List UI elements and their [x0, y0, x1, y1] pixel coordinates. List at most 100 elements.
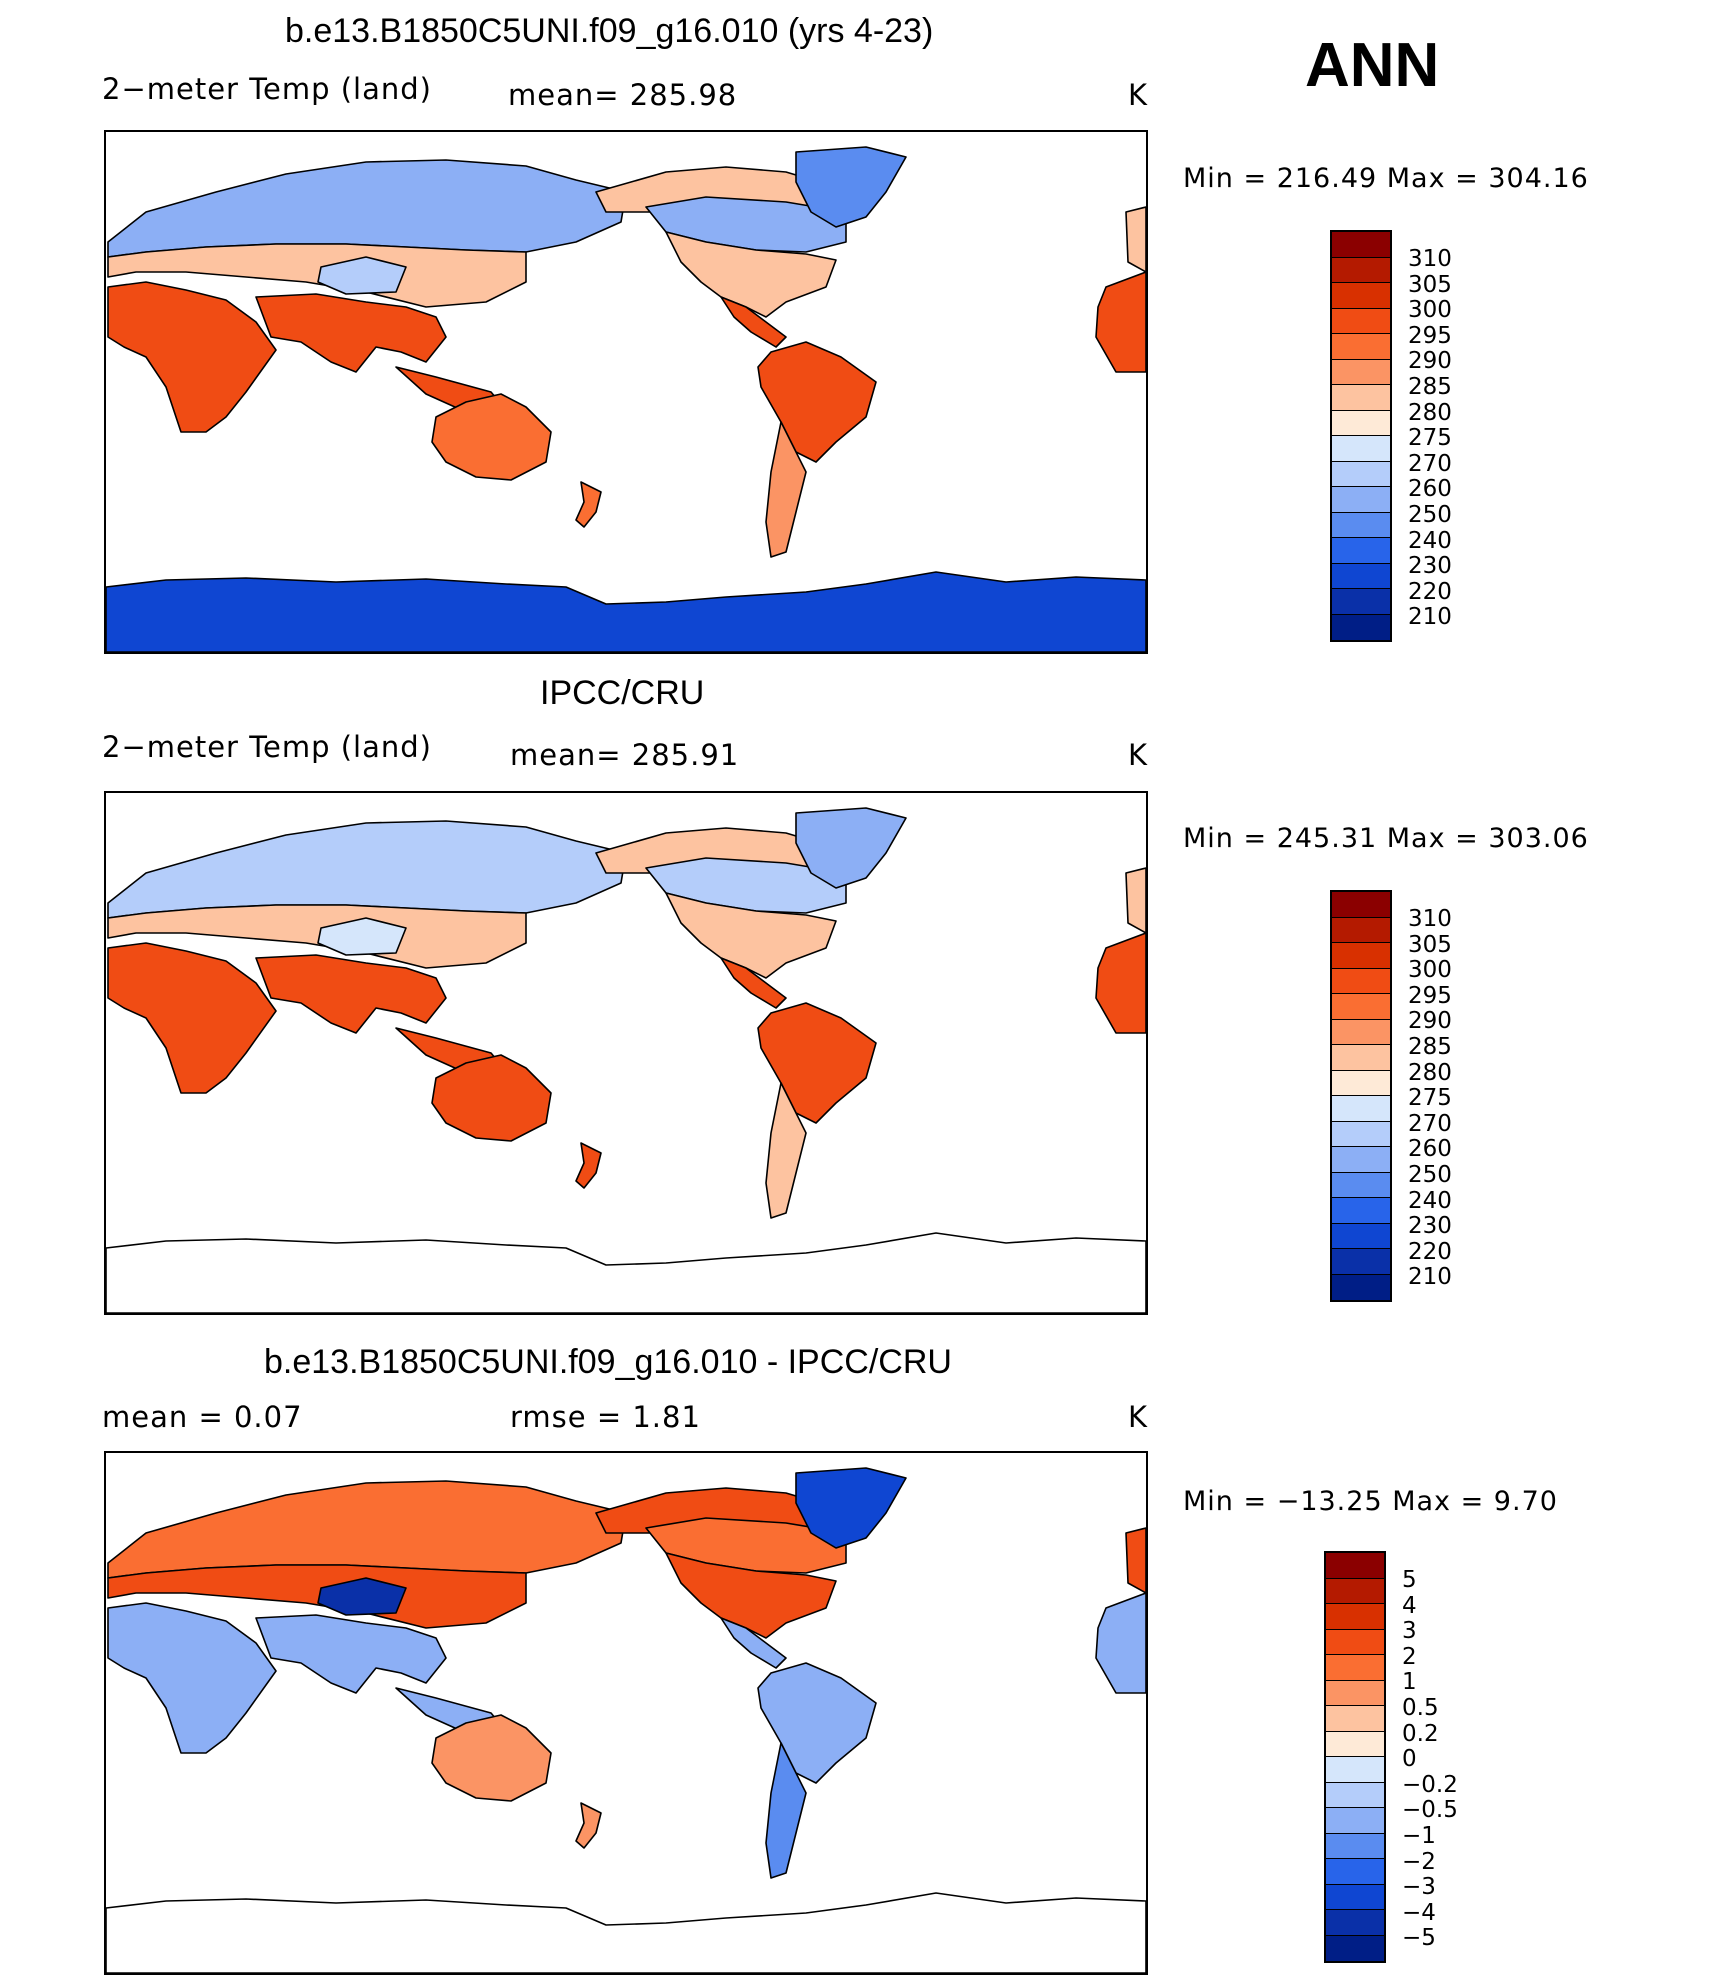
land-region-tropics — [720, 296, 787, 348]
land-region-tropics — [1095, 932, 1146, 1034]
panel-1-variable-label: 2−meter Temp (land) — [102, 72, 432, 106]
colorbar-tick-label: 2 — [1402, 1643, 1417, 1670]
world-map — [106, 807, 1146, 1313]
land-region-australia — [431, 393, 552, 481]
panel-3-min-max: Min = −13.25 Max = 9.70 — [1183, 1486, 1558, 1517]
colorbar-tick-label: −2 — [1402, 1848, 1436, 1875]
panel-3-rmse-label: rmse = 1.81 — [510, 1400, 701, 1434]
colorbar-box — [1326, 1833, 1384, 1859]
colorbar-box — [1332, 1274, 1390, 1300]
land-region-south_america_south — [765, 1742, 807, 1879]
land-region-australia — [575, 1802, 602, 1849]
land-region-australia — [575, 481, 602, 528]
colorbar-box — [1326, 1578, 1384, 1604]
land-region-temperate — [107, 904, 527, 969]
land-region-north — [107, 820, 627, 919]
panel-1-min-max: Min = 216.49 Max = 304.16 — [1183, 163, 1589, 194]
colorbar-box — [1332, 512, 1390, 538]
land-region-antarctica — [106, 1232, 1146, 1313]
colorbar-box — [1332, 1223, 1390, 1249]
land-region-temperate — [1125, 206, 1146, 273]
colorbar-tick-label: 3 — [1402, 1618, 1417, 1645]
panel-1-units: K — [1128, 78, 1149, 112]
colorbar-tick-label: 305 — [1408, 931, 1452, 958]
colorbar-box — [1332, 461, 1390, 487]
land-region-tropics — [720, 957, 787, 1009]
land-region-antarctica — [106, 571, 1146, 652]
colorbar-tick-label: 275 — [1408, 1085, 1452, 1112]
colorbar-box — [1326, 1604, 1384, 1630]
colorbar-box — [1326, 1553, 1384, 1579]
colorbar-tick-label: −0.2 — [1402, 1771, 1458, 1798]
colorbar-tick-label: 250 — [1408, 502, 1452, 528]
colorbar-box — [1332, 538, 1390, 564]
colorbar-tick-label: 0.5 — [1402, 1695, 1439, 1721]
colorbar-tick-label: 240 — [1408, 1187, 1452, 1214]
colorbar-box — [1332, 1070, 1390, 1096]
panel-1-colorbar — [1330, 230, 1392, 642]
colorbar-box — [1332, 1045, 1390, 1071]
colorbar-tick-label: 290 — [1408, 348, 1452, 375]
colorbar-box — [1332, 614, 1390, 640]
panel-3-units: K — [1128, 1400, 1149, 1434]
panel-1-mean-label: mean= 285.98 — [508, 78, 738, 112]
colorbar-tick-label: 230 — [1408, 553, 1452, 580]
colorbar-box — [1326, 1859, 1384, 1885]
land-region-tropics — [107, 942, 277, 1094]
colorbar-tick-label: 5 — [1402, 1567, 1417, 1593]
land-region-australia — [575, 1142, 602, 1189]
colorbar-tick-label: −3 — [1402, 1874, 1436, 1901]
colorbar-box — [1332, 1172, 1390, 1198]
land-region-tropics — [1095, 271, 1146, 373]
colorbar-tick-label: 0 — [1402, 1746, 1417, 1773]
colorbar-box — [1332, 1121, 1390, 1147]
colorbar-box — [1332, 1147, 1390, 1173]
colorbar-box — [1332, 385, 1390, 411]
colorbar-tick-label: −0.5 — [1402, 1797, 1458, 1824]
colorbar-box — [1332, 1096, 1390, 1122]
colorbar-box — [1326, 1629, 1384, 1655]
land-region-temperate — [107, 1564, 527, 1629]
panel-2-min-max: Min = 245.31 Max = 303.06 — [1183, 823, 1589, 854]
colorbar-box — [1332, 334, 1390, 360]
colorbar-tick-label: 230 — [1408, 1213, 1452, 1240]
colorbar-tick-label: 295 — [1408, 982, 1452, 1009]
colorbar-box — [1326, 1935, 1384, 1961]
colorbar-tick-label: 210 — [1408, 604, 1452, 631]
colorbar-box — [1332, 994, 1390, 1020]
panel-2-map — [104, 791, 1148, 1315]
land-region-tropics — [255, 1614, 447, 1694]
colorbar-box — [1332, 968, 1390, 994]
colorbar-tick-label: 290 — [1408, 1008, 1452, 1035]
land-region-greenland — [795, 807, 907, 889]
land-region-temperate — [665, 892, 837, 979]
world-map — [106, 146, 1146, 652]
land-region-greenland — [795, 1467, 907, 1549]
season-label: ANN — [1305, 31, 1440, 100]
panel-1-map — [104, 130, 1148, 654]
panel-2-colorbar — [1330, 890, 1392, 1302]
colorbar-box — [1326, 1757, 1384, 1783]
colorbar-box — [1332, 359, 1390, 385]
colorbar-tick-label: 295 — [1408, 322, 1452, 349]
world-map — [106, 1467, 1146, 1973]
land-region-australia — [431, 1054, 552, 1142]
colorbar-tick-label: −4 — [1402, 1899, 1436, 1926]
colorbar-box — [1326, 1731, 1384, 1757]
colorbar-box — [1326, 1706, 1384, 1732]
colorbar-box — [1332, 943, 1390, 969]
land-region-temperate — [1125, 867, 1146, 934]
land-region-australia — [431, 1714, 552, 1802]
land-region-north — [107, 159, 627, 258]
colorbar-box — [1326, 1808, 1384, 1834]
colorbar-box — [1326, 1655, 1384, 1681]
colorbar-box — [1332, 308, 1390, 334]
colorbar-tick-label: 0.2 — [1402, 1720, 1439, 1747]
colorbar-box — [1332, 589, 1390, 615]
colorbar-box — [1332, 487, 1390, 513]
land-region-temperate — [665, 1552, 837, 1639]
colorbar-tick-label: −5 — [1402, 1925, 1436, 1952]
land-region-tibet — [317, 1577, 407, 1616]
colorbar-tick-label: 285 — [1408, 1034, 1452, 1060]
colorbar-box — [1332, 257, 1390, 283]
